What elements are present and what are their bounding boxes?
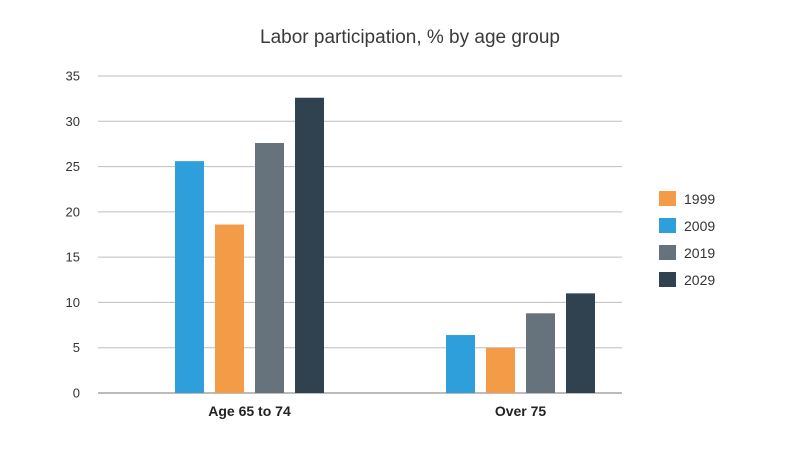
bar-1999-over-75 xyxy=(486,347,515,393)
x-category-label: Over 75 xyxy=(495,403,547,419)
bar-2029-over-75 xyxy=(566,293,595,393)
x-axis-categories: Age 65 to 74 Over 75 xyxy=(208,403,546,419)
y-axis-ticks: 0 5 10 15 20 25 30 35 xyxy=(66,69,80,401)
y-tick-label: 25 xyxy=(66,159,80,174)
legend: 1999 2009 2019 2029 xyxy=(659,191,715,288)
bar-2009-over-75 xyxy=(446,335,475,393)
legend-swatch-2029 xyxy=(659,272,676,287)
bar-2019-over-75 xyxy=(526,313,555,393)
bar-2009-age-65-to-74 xyxy=(175,161,204,393)
bar-1999-age-65-to-74 xyxy=(215,224,244,393)
chart-title: Labor participation, % by age group xyxy=(260,27,560,48)
legend-label-2029: 2029 xyxy=(684,272,715,288)
y-tick-label: 0 xyxy=(73,386,80,401)
x-category-label: Age 65 to 74 xyxy=(208,403,291,419)
y-tick-label: 35 xyxy=(66,69,80,84)
bar-2029-age-65-to-74 xyxy=(295,97,324,393)
legend-swatch-2019 xyxy=(659,245,676,260)
y-tick-label: 5 xyxy=(73,340,80,355)
legend-label-1999: 1999 xyxy=(684,191,715,207)
bar-2019-age-65-to-74 xyxy=(255,143,284,393)
y-tick-label: 30 xyxy=(66,114,80,129)
legend-label-2019: 2019 xyxy=(684,245,715,261)
legend-label-2009: 2009 xyxy=(684,218,715,234)
y-tick-label: 20 xyxy=(66,204,80,219)
y-tick-label: 10 xyxy=(66,295,80,310)
legend-swatch-1999 xyxy=(659,191,676,206)
legend-swatch-2009 xyxy=(659,218,676,233)
bars xyxy=(175,97,595,393)
y-tick-label: 15 xyxy=(66,250,80,265)
